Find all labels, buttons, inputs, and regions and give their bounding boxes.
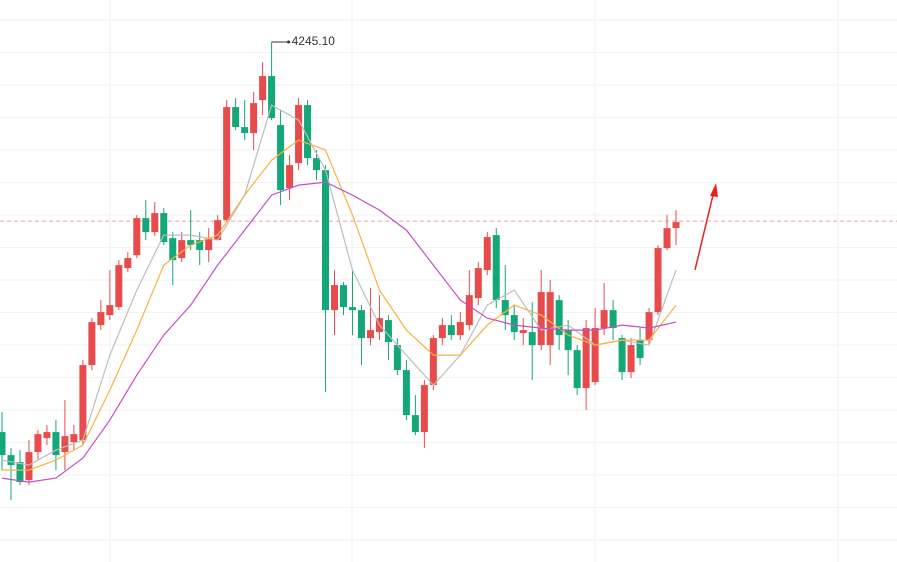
candle-body [636, 340, 644, 359]
candle-body [474, 268, 482, 299]
candle-body [420, 385, 428, 433]
candle-body [277, 125, 285, 191]
candle-body [654, 248, 662, 313]
candle-body [492, 235, 500, 301]
candle-body [304, 105, 312, 159]
candle-body [205, 238, 213, 251]
candle-body [160, 213, 168, 243]
candle-body [178, 240, 186, 259]
candle-body [411, 415, 419, 433]
candle-body [618, 338, 626, 373]
candle-body [600, 310, 608, 329]
candle-body [268, 76, 276, 119]
candle-body [357, 310, 365, 339]
candle-body [259, 76, 267, 101]
arrow-shaft [694, 194, 714, 271]
candle-body [627, 345, 635, 373]
candle-body [573, 350, 581, 389]
candle-body [582, 328, 590, 389]
candle-body [97, 312, 105, 326]
ma-line [2, 139, 677, 471]
candle-body [663, 228, 671, 249]
candle-body [43, 432, 51, 439]
candle-body [366, 330, 374, 339]
candle-body [232, 107, 240, 128]
candle-body [79, 365, 87, 441]
candle-body [34, 434, 42, 453]
candle-body [429, 338, 437, 386]
candle-body [7, 455, 15, 466]
candle-body [124, 258, 132, 269]
candle-body [142, 218, 150, 233]
candle-body [196, 240, 204, 251]
candle-body [546, 292, 554, 346]
candle-body [501, 300, 509, 316]
candle-body [70, 434, 78, 443]
candle-body [250, 103, 258, 134]
candle-body [384, 320, 392, 343]
candle-body [88, 322, 96, 366]
candle-body [447, 325, 455, 336]
candle-body [286, 165, 294, 189]
candle-body [25, 452, 33, 481]
candle-body [528, 332, 536, 346]
candle-body [295, 105, 303, 164]
candle-body [591, 328, 599, 383]
candle-body [609, 310, 617, 329]
candle-body [672, 222, 680, 229]
candle-body [241, 127, 249, 134]
candle-body [115, 265, 123, 308]
candle-body [151, 213, 159, 233]
candle-body [645, 312, 653, 341]
candle-body [456, 322, 464, 336]
candle-body [438, 325, 446, 339]
candle-body [0, 432, 6, 456]
annotation-dot [287, 40, 291, 44]
candle-body [133, 218, 141, 256]
candle-body [519, 330, 527, 334]
trend-arrow [694, 183, 718, 271]
candle-body [555, 300, 563, 336]
annotation-label: 4245.10 [292, 34, 336, 48]
candle-body [564, 330, 572, 351]
ma-line [1, 104, 677, 466]
candle-body [169, 238, 177, 261]
candle-body [402, 370, 410, 416]
candle-body [52, 432, 60, 456]
candle-body [393, 345, 401, 371]
candle-body [348, 307, 356, 311]
candle-body [322, 170, 330, 311]
arrow-head [710, 183, 718, 197]
candle-body [214, 220, 222, 241]
candle-body [61, 436, 69, 453]
candle-body [331, 285, 339, 311]
candle-body [16, 462, 24, 483]
candle-body [339, 285, 347, 308]
candle-body [187, 240, 195, 246]
candle-body [223, 107, 231, 221]
candle-body [313, 158, 321, 171]
candle-body [510, 315, 518, 333]
candle-body [106, 305, 114, 316]
ma-line [1, 181, 677, 483]
candle-body [465, 295, 473, 326]
candle-body [483, 237, 491, 271]
candle-body [537, 292, 545, 346]
